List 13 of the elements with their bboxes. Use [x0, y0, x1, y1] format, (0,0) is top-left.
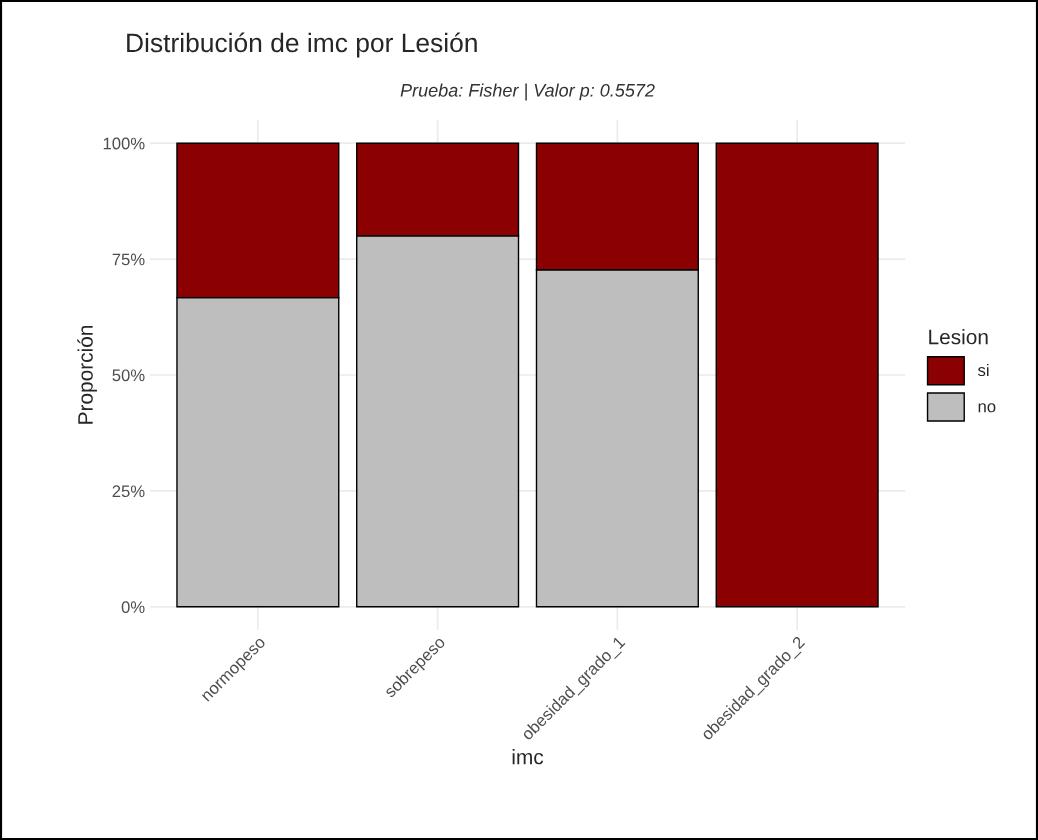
legend-title: Lesion	[929, 329, 988, 345]
chart-subtitle: Prueba: Fisher | Valor p: 0.5572	[400, 83, 655, 101]
y-tick-label: 0%	[121, 601, 145, 614]
legend-label: no	[978, 403, 996, 413]
y-tick-label: 25%	[112, 485, 145, 498]
y-tick-label: 50%	[112, 369, 145, 382]
chart-title: Distribución de imc por Lesión	[127, 32, 477, 58]
legend-label: si	[978, 363, 989, 377]
y-tick-label: 100%	[103, 137, 145, 150]
y-axis-title: Proporción	[77, 325, 97, 424]
y-tick-label: 75%	[112, 253, 145, 266]
bar	[715, 142, 879, 608]
x-axis-title: imc	[512, 749, 544, 765]
